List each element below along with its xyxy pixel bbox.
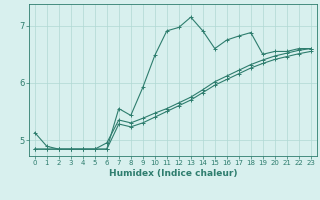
X-axis label: Humidex (Indice chaleur): Humidex (Indice chaleur) bbox=[108, 169, 237, 178]
